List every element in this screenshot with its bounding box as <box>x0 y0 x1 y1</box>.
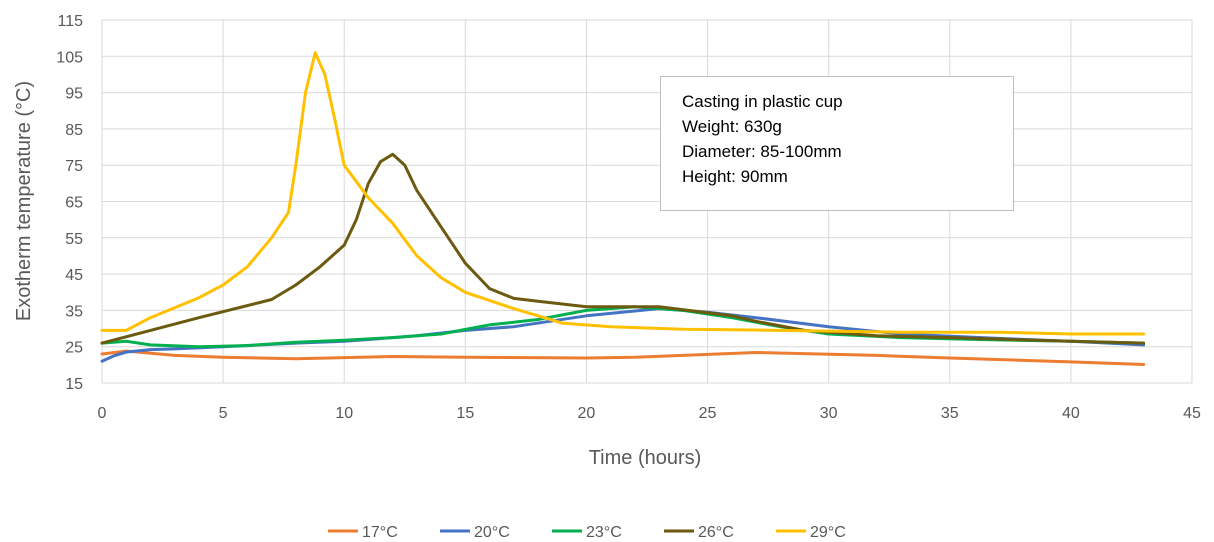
y-tick-label: 95 <box>65 86 83 103</box>
x-tick-label: 5 <box>219 405 228 422</box>
x-tick-label: 30 <box>820 405 838 422</box>
legend-label: 20°C <box>474 524 510 541</box>
x-tick-label: 0 <box>98 405 107 422</box>
annotation-line-weight: Weight: 630g <box>682 117 782 136</box>
x-tick-label: 10 <box>335 405 353 422</box>
legend-label: 29°C <box>810 524 846 541</box>
x-tick-label: 40 <box>1062 405 1080 422</box>
y-tick-label: 115 <box>57 13 83 30</box>
legend-label: 17°C <box>362 524 398 541</box>
y-axis-title: Exotherm temperature (°C) <box>13 81 35 321</box>
legend-label: 23°C <box>586 524 622 541</box>
y-tick-label: 35 <box>65 303 83 320</box>
annotation-line-height: Height: 90mm <box>682 167 788 186</box>
y-tick-label: 105 <box>56 49 83 66</box>
y-tick-label: 65 <box>65 195 83 212</box>
legend-label: 26°C <box>698 524 734 541</box>
x-axis-title: Time (hours) <box>589 447 702 469</box>
y-tick-label: 85 <box>65 122 83 139</box>
y-tick-label: 25 <box>65 340 83 357</box>
annotation-line-casting: Casting in plastic cup <box>682 92 843 111</box>
x-axis-tick-labels: 0 5 10 15 20 25 30 35 40 45 <box>98 405 1201 422</box>
annotation-line-diameter: Diameter: 85-100mm <box>682 142 842 161</box>
series-line-0 <box>100 349 1146 366</box>
y-tick-label: 55 <box>65 231 83 248</box>
y-tick-label: 15 <box>65 376 83 393</box>
series-lines <box>100 51 1146 366</box>
annotation-box: Casting in plastic cup Weight: 630g Diam… <box>660 76 1014 211</box>
y-axis-tick-labels: 15 25 35 45 55 65 75 85 95 105 115 <box>56 13 83 393</box>
chart-legend: 17°C 20°C 23°C 26°C 29°C <box>328 524 846 541</box>
series-line-3 <box>100 152 1146 345</box>
y-tick-label: 45 <box>65 267 83 284</box>
y-tick-label: 75 <box>65 158 83 175</box>
x-tick-label: 35 <box>941 405 959 422</box>
x-tick-label: 15 <box>456 405 474 422</box>
x-tick-label: 45 <box>1183 405 1201 422</box>
x-tick-label: 20 <box>578 405 596 422</box>
x-tick-label: 25 <box>699 405 717 422</box>
series-line-1 <box>100 307 1146 363</box>
series-line-4 <box>100 51 1146 336</box>
